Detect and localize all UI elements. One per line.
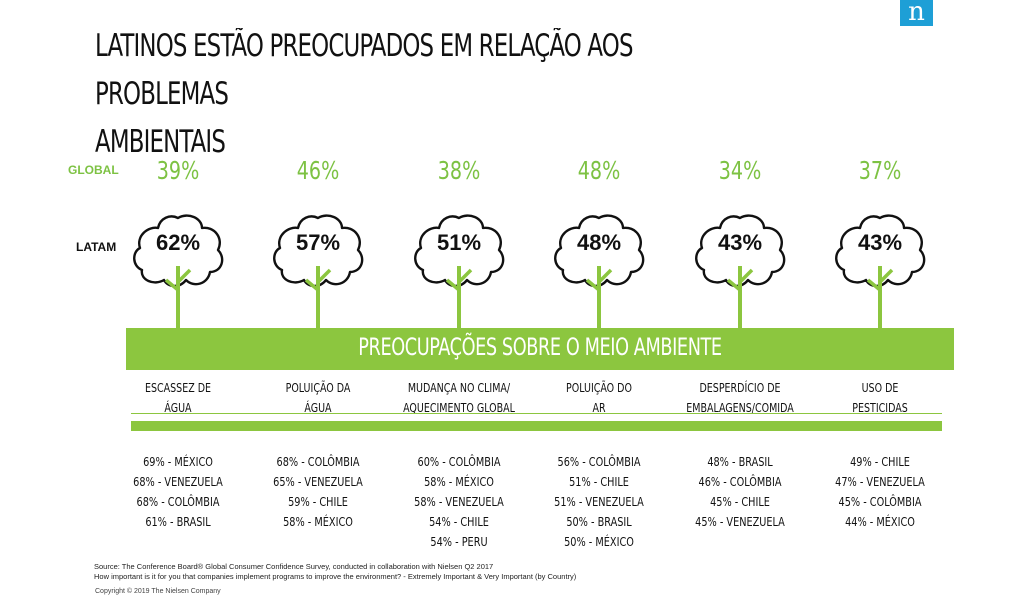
environment-band: PREOCUPAÇÕES SOBRE O MEIO AMBIENTE [126,328,954,370]
country-value: 47% - VENEZUELA [835,475,925,489]
country-value: 50% - BRASIL [566,515,632,529]
category-label-line2: ÁGUA [164,401,192,415]
category-label-line1: POLUIÇÃO DO [566,381,632,395]
country-list: 56% - COLÔMBIA 51% - CHILE 51% - VENEZUELA… [527,452,671,552]
category-label-line2: PESTICIDAS [852,401,908,415]
global-value: 37% [858,156,902,185]
tree-icon [133,214,224,328]
country-value: 69% - MÉXICO [143,455,213,469]
source-line-2: How important is it for you that compani… [94,572,577,581]
source-line-1: Source: The Conference Board® Global Con… [94,562,494,571]
country-value: 56% - COLÔMBIA [557,455,641,469]
tree-icon [695,214,786,328]
global-value: 48% [577,156,621,185]
category-label: POLUIÇÃO DA ÁGUA [252,378,384,418]
country-value: 49% - CHILE [850,455,910,469]
country-value: 51% - CHILE [569,475,629,489]
tree-icon [273,214,364,328]
latam-value: 43% [717,230,763,255]
country-value: 45% - VENEZUELA [695,515,785,529]
global-value: 46% [296,156,340,185]
tree-icon [414,214,505,328]
country-list: 60% - COLÔMBIA 58% - MÉXICO 58% - VENEZUEL… [387,452,531,552]
band-label: PREOCUPAÇÕES SOBRE O MEIO AMBIENTE [358,333,722,361]
country-value: 58% - VENEZUELA [414,495,504,509]
title-line-2: AMBIENTAIS [95,124,226,160]
country-value: 59% - CHILE [288,495,348,509]
country-value: 54% - PERU [430,535,488,549]
latam-row-label: LATAM [76,240,117,254]
country-value: 51% - VENEZUELA [554,495,644,509]
country-value: 46% - COLÔMBIA [698,475,782,489]
country-value: 58% - MÉXICO [424,475,494,489]
latam-value: 48% [576,230,622,255]
country-value: 48% - BRASIL [707,455,773,469]
category-label-line1: POLUIÇÃO DA [285,381,351,395]
title-line-1: LATINOS ESTÃO PREOCUPADOS EM RELAÇÃO AOS… [95,28,633,112]
latam-value: 62% [155,230,201,255]
page-title: LATINOS ESTÃO PREOCUPADOS EM RELAÇÃO AOS… [95,22,718,166]
tree-icon [835,214,926,328]
category-label-line1: ESCASSEZ DE [144,381,212,395]
country-value: 58% - MÉXICO [283,515,353,529]
category-label-line2: AQUECIMENTO GLOBAL [403,401,515,415]
country-list: 69% - MÉXICO 68% - VENEZUELA 68% - COLÔMBI… [106,452,250,532]
category-label: POLUIÇÃO DO AR [533,378,665,418]
global-row-label: GLOBAL [68,163,119,177]
global-value: 38% [437,156,481,185]
category-label-line2: ÁGUA [304,401,332,415]
category-label: ESCASSEZ DE ÁGUA [112,378,244,418]
country-value: 60% - COLÔMBIA [417,455,501,469]
global-value: 39% [156,156,200,185]
country-value: 65% - VENEZUELA [273,475,363,489]
global-value: 34% [718,156,762,185]
source-note: Source: The Conference Board® Global Con… [94,562,576,582]
country-value: 54% - CHILE [429,515,489,529]
latam-value: 51% [436,230,482,255]
country-value: 68% - COLÔMBIA [136,495,220,509]
country-list: 49% - CHILE 47% - VENEZUELA 45% - COLÔMBIA… [808,452,952,532]
country-value: 44% - MÉXICO [845,515,915,529]
country-list: 48% - BRASIL 46% - COLÔMBIA 45% - CHILE 45%… [668,452,812,532]
category-label-line2: EMBALAGENS/COMIDA [686,401,794,415]
copyright: Copyright © 2019 The Nielsen Company [95,588,221,595]
country-value: 50% - MÉXICO [564,535,634,549]
category-divider-line [131,413,942,414]
latam-value: 43% [857,230,903,255]
category-label-line1: MUDANÇA NO CLIMA/ [407,381,511,395]
nielsen-logo: n [900,0,933,26]
country-value: 45% - COLÔMBIA [838,495,922,509]
category-label-line1: DESPERDÍCIO DE [699,381,781,395]
country-value: 61% - BRASIL [145,515,211,529]
country-value: 68% - COLÔMBIA [276,455,360,469]
latam-value: 57% [295,230,341,255]
country-value: 68% - VENEZUELA [133,475,223,489]
category-label: USO DE PESTICIDAS [814,378,946,418]
country-list: 68% - COLÔMBIA 65% - VENEZUELA 59% - CHILE… [246,452,390,532]
country-value: 45% - CHILE [710,495,770,509]
category-label-line2: AR [592,401,606,415]
category-label-line1: USO DE [861,381,899,395]
tree-icon [554,214,645,328]
category-label: DESPERDÍCIO DE EMBALAGENS/COMIDA [674,378,806,418]
category-label: MUDANÇA NO CLIMA/AQUECIMENTO GLOBAL [393,378,525,418]
category-divider-bar [131,421,942,431]
